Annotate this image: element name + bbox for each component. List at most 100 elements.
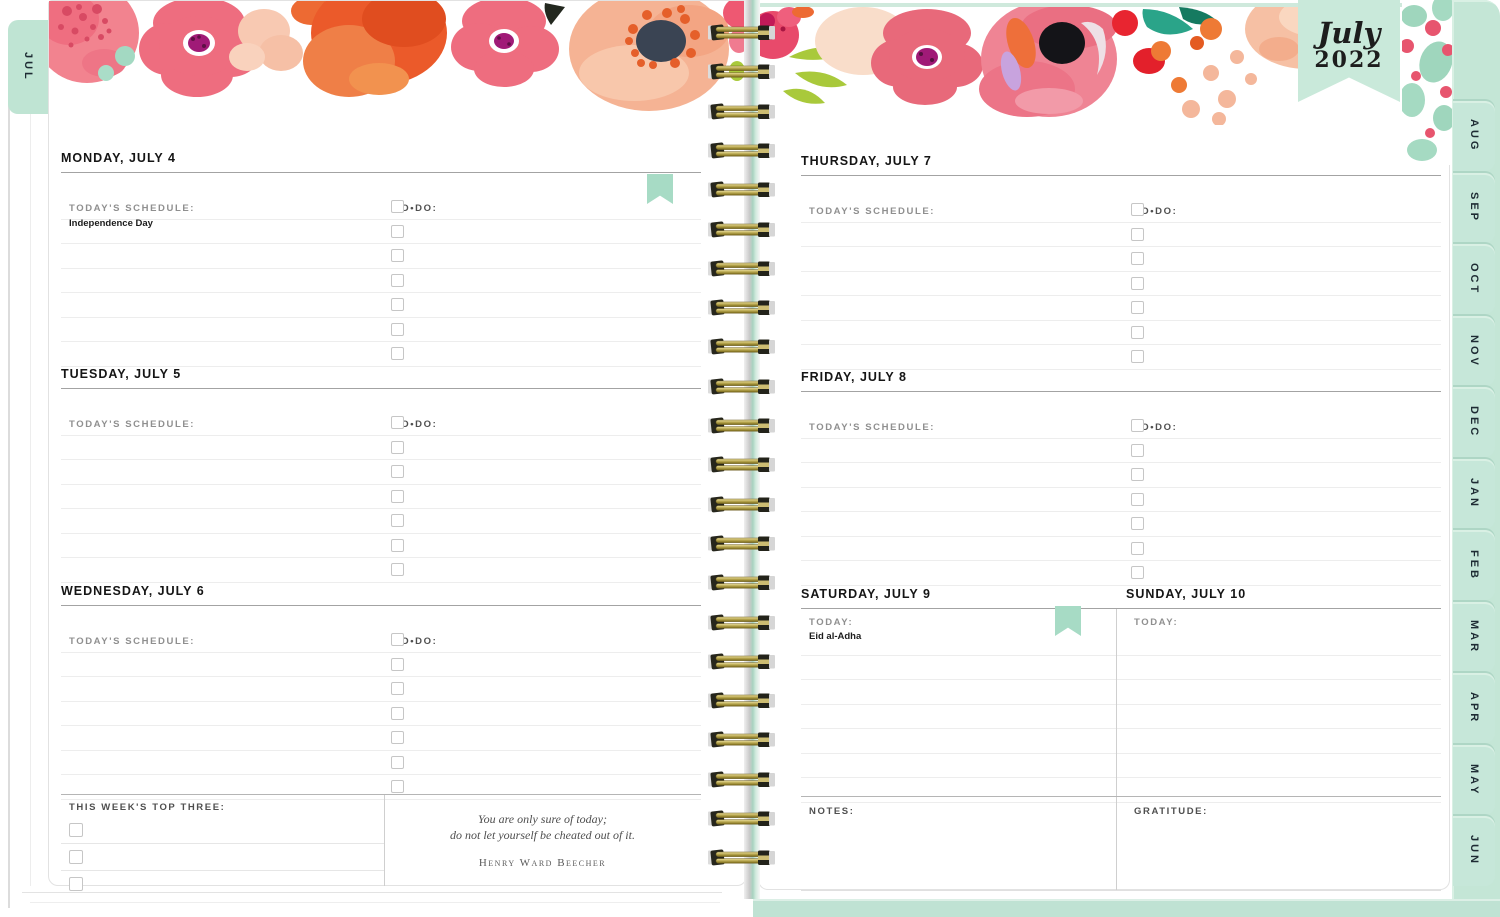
ruled-row xyxy=(61,269,701,293)
ruled-row xyxy=(801,680,1441,705)
tab-may[interactable]: MAY xyxy=(1453,745,1495,815)
todo-checkbox[interactable] xyxy=(1131,227,1144,241)
tab-jul[interactable]: JUL xyxy=(8,20,48,114)
todo-checkbox[interactable] xyxy=(391,224,404,238)
cover-pattern-strip xyxy=(1399,0,1455,165)
todo-label: TO•DO: xyxy=(1134,422,1178,433)
tab-sep[interactable]: SEP xyxy=(1453,173,1495,243)
ruled-row xyxy=(801,463,1441,488)
todo-checkbox[interactable] xyxy=(391,755,404,769)
tab-feb[interactable]: FEB xyxy=(1453,530,1495,600)
todo-label: TO•DO: xyxy=(1134,206,1178,217)
todo-checkbox[interactable] xyxy=(1131,541,1144,555)
schedule-todo-rows xyxy=(61,195,701,367)
top-three-checkbox[interactable] xyxy=(69,823,83,837)
holiday-note: Eid al-Adha xyxy=(809,631,862,642)
ruled-row xyxy=(61,534,701,558)
day-title: WEDNESDAY, JULY 6 xyxy=(61,584,701,606)
todo-checkbox[interactable] xyxy=(391,633,404,646)
ruled-row xyxy=(801,223,1441,247)
todo-checkbox[interactable] xyxy=(391,273,404,287)
top-three-checkbox[interactable] xyxy=(69,850,83,864)
todo-checkbox[interactable] xyxy=(1131,443,1144,457)
todo-checkbox[interactable] xyxy=(1131,566,1144,579)
todo-checkbox[interactable] xyxy=(1131,468,1144,481)
today-label-sunday: TODAY: xyxy=(1134,617,1179,628)
banner-year: 2022 xyxy=(1314,47,1384,73)
todo-checkbox[interactable] xyxy=(1131,350,1144,363)
day-section-wednesday: WEDNESDAY, JULY 6 TODAY'S SCHEDULE: TO•D… xyxy=(61,584,701,800)
notes-label: NOTES: xyxy=(809,806,855,817)
page-stack-edge-left xyxy=(30,44,31,886)
todo-checkbox[interactable] xyxy=(391,682,404,695)
day-title-sunday: SUNDAY, JULY 10 xyxy=(1126,587,1247,601)
todo-checkbox[interactable] xyxy=(391,416,404,429)
todo-checkbox[interactable] xyxy=(391,200,404,213)
day-section-monday: MONDAY, JULY 4 TODAY'S SCHEDULE: TO•DO: … xyxy=(61,151,701,367)
todo-checkbox[interactable] xyxy=(1131,276,1144,290)
todo-checkbox[interactable] xyxy=(1131,301,1144,314)
day-title: THURSDAY, JULY 7 xyxy=(801,154,1441,176)
todo-checkbox[interactable] xyxy=(1131,492,1144,506)
tab-jun[interactable]: JUN xyxy=(1453,816,1495,886)
quote-line: You are only sure of today; xyxy=(478,812,607,826)
todo-checkbox[interactable] xyxy=(391,440,404,454)
todo-checkbox[interactable] xyxy=(391,489,404,503)
ruled-row xyxy=(801,705,1441,729)
todo-checkbox[interactable] xyxy=(1131,325,1144,339)
ruled-row xyxy=(801,729,1441,754)
tab-mar[interactable]: MAR xyxy=(1453,602,1495,672)
todo-checkbox[interactable] xyxy=(391,563,404,576)
todo-checkbox[interactable] xyxy=(391,347,404,360)
todo-checkbox[interactable] xyxy=(391,322,404,336)
ruled-row xyxy=(801,488,1441,512)
todo-label: TO•DO: xyxy=(394,636,438,647)
ruled-row xyxy=(61,702,701,726)
ruled-row xyxy=(61,628,701,653)
notes-gratitude-footer: NOTES: GRATITUDE: xyxy=(801,796,1441,891)
schedule-todo-rows xyxy=(801,198,1441,370)
quote-author: Henry Ward Beecher xyxy=(478,857,607,869)
tab-jan[interactable]: JAN xyxy=(1453,459,1495,529)
day-title: MONDAY, JULY 4 xyxy=(61,151,701,173)
todo-checkbox[interactable] xyxy=(391,657,404,671)
todo-checkbox[interactable] xyxy=(391,706,404,720)
todo-checkbox[interactable] xyxy=(391,538,404,552)
ruled-row xyxy=(61,195,701,220)
ruled-row xyxy=(61,509,701,534)
top-three-row xyxy=(61,844,384,871)
schedule-label: TODAY'S SCHEDULE: xyxy=(69,636,196,647)
tab-nov[interactable]: NOV xyxy=(1453,316,1495,386)
top-three-row xyxy=(61,817,384,844)
tab-dec[interactable]: DEC xyxy=(1453,387,1495,457)
tab-oct[interactable]: OCT xyxy=(1453,244,1495,314)
page-left: MONDAY, JULY 4 TODAY'S SCHEDULE: TO•DO: … xyxy=(48,0,747,891)
weekend-underline xyxy=(801,608,1441,609)
day-section-friday: FRIDAY, JULY 8 TODAY'S SCHEDULE: TO•DO: xyxy=(801,370,1441,586)
tab-aug[interactable]: AUG xyxy=(1453,101,1495,171)
top-three-checkbox[interactable] xyxy=(69,877,83,891)
day-title: FRIDAY, JULY 8 xyxy=(801,370,1441,392)
schedule-label: TODAY'S SCHEDULE: xyxy=(809,206,936,217)
ruled-row xyxy=(61,653,701,677)
todo-checkbox[interactable] xyxy=(391,465,404,478)
ruled-row xyxy=(61,726,701,751)
todo-checkbox[interactable] xyxy=(1131,252,1144,265)
todo-checkbox[interactable] xyxy=(391,731,404,744)
ruled-row xyxy=(801,656,1441,680)
todo-checkbox[interactable] xyxy=(1131,517,1144,530)
todo-checkbox[interactable] xyxy=(1131,419,1144,432)
ruled-row xyxy=(61,436,701,460)
quote-line: do not let yourself be cheated out of it… xyxy=(450,828,635,842)
todo-checkbox[interactable] xyxy=(1131,203,1144,216)
ruled-row xyxy=(801,345,1441,370)
schedule-todo-rows xyxy=(61,411,701,583)
weekend-divider xyxy=(1116,609,1117,797)
ruled-row xyxy=(801,414,1441,439)
todo-checkbox[interactable] xyxy=(391,780,404,793)
tab-apr[interactable]: APR xyxy=(1453,673,1495,743)
gratitude-label: GRATITUDE: xyxy=(1134,806,1208,817)
todo-checkbox[interactable] xyxy=(391,298,404,311)
todo-checkbox[interactable] xyxy=(391,249,404,262)
todo-checkbox[interactable] xyxy=(391,514,404,527)
